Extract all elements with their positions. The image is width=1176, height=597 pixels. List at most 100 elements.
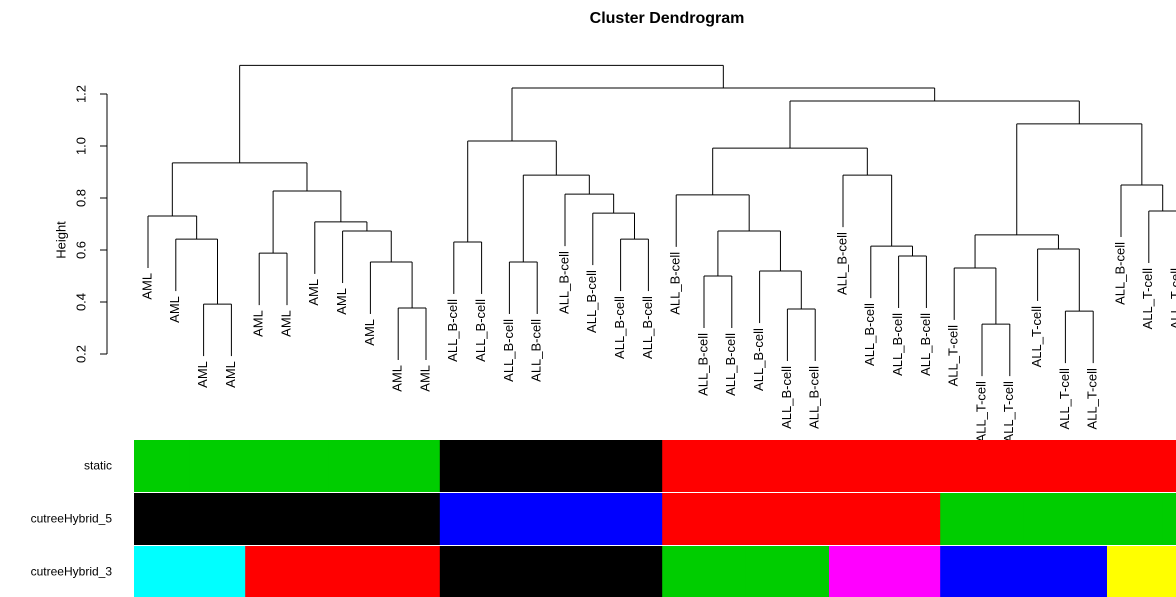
color-cell [523,546,552,597]
color-cell [578,440,608,492]
leaf-label: ALL_T-cell [1085,368,1100,430]
color-cell [968,440,997,492]
color-cell [606,440,635,492]
color-cell [1079,493,1108,545]
color-cell [634,440,663,492]
color-cell [245,493,274,545]
color-cell [384,493,413,545]
leaf-label: AML [167,296,182,323]
color-cell [968,546,997,597]
color-cell [1134,546,1164,597]
color-cell [690,493,719,545]
color-cell [968,493,997,545]
color-cell [551,440,580,492]
leaf-label: ALL_T-cell [1168,268,1176,330]
row-label: static [84,459,112,473]
color-cell [995,440,1025,492]
color-cell [134,546,163,597]
leaf-label: ALL_B-cell [807,366,822,429]
row-label: cutreeHybrid_5 [31,512,113,526]
color-cell [189,493,218,545]
color-cell [662,493,691,545]
row-label: cutreeHybrid_3 [31,565,113,579]
color-cell [940,493,969,545]
color-cell [273,440,302,492]
color-cell [412,440,441,492]
color-cell [217,493,246,545]
color-cell [217,440,246,492]
color-cell [606,546,635,597]
leaf-label: ALL_B-cell [501,319,516,382]
chart-title: Cluster Dendrogram [590,10,745,27]
color-cell [495,546,524,597]
color-cell [1051,546,1080,597]
color-cell [356,440,385,492]
color-cell [578,546,608,597]
color-cell [995,493,1025,545]
color-cell [1134,493,1164,545]
color-cell [745,440,774,492]
color-cell [300,440,330,492]
color-cell [273,493,302,545]
color-cell [801,440,830,492]
color-cell [1051,493,1080,545]
color-cell [745,493,774,545]
leaf-label: ALL_B-cell [529,319,544,382]
color-cell [662,440,691,492]
color-cell [245,546,274,597]
leaf-label: ALL_B-cell [584,270,599,333]
leaf-label: ALL_B-cell [640,296,655,359]
color-cell [634,493,663,545]
y-tick-label: 1.2 [73,85,88,103]
color-cell [940,440,969,492]
color-cell [1023,546,1052,597]
color-cell [801,493,830,545]
color-cell [328,440,357,492]
leaf-label: ALL_B-cell [445,299,460,362]
y-tick-label: 0.2 [73,345,88,363]
leaf-label: ALL_B-cell [556,251,571,314]
leaf-label: ALL_B-cell [695,333,710,396]
color-cell [300,546,330,597]
leaf-label: ALL_B-cell [723,333,738,396]
color-cell [384,546,413,597]
color-cell [439,546,469,597]
color-cell [189,440,218,492]
color-cell [773,546,802,597]
color-cell [217,546,246,597]
color-cell [412,493,441,545]
leaf-label: AML [278,310,293,337]
color-cell [467,493,496,545]
color-cell [1079,546,1108,597]
y-tick-label: 0.8 [73,189,88,207]
color-cell [773,440,802,492]
color-cell [829,440,858,492]
color-cell [690,440,719,492]
color-cell [856,440,886,492]
color-cell [801,546,830,597]
color-cell [134,493,163,545]
color-cell [773,493,802,545]
color-cell [1023,493,1052,545]
y-tick-label: 0.6 [73,241,88,259]
y-axis-label: Height [53,221,68,259]
color-cell [745,546,774,597]
color-cell [856,493,886,545]
leaf-label: ALL_T-cell [946,325,961,387]
color-cell [467,546,496,597]
color-cell [189,546,218,597]
color-cell [1162,440,1176,492]
leaf-label: ALL_B-cell [918,313,933,376]
color-cell [356,493,385,545]
color-cell [551,546,580,597]
leaf-label: ALL_T-cell [973,381,988,443]
color-cell [495,440,524,492]
leaf-label: AML [139,273,154,300]
leaf-label: AML [223,361,238,388]
leaf-label: ALL_B-cell [751,328,766,391]
leaf-label: ALL_B-cell [668,252,683,315]
leaf-label: AML [251,310,266,337]
color-cell [551,493,580,545]
color-cell [161,546,191,597]
